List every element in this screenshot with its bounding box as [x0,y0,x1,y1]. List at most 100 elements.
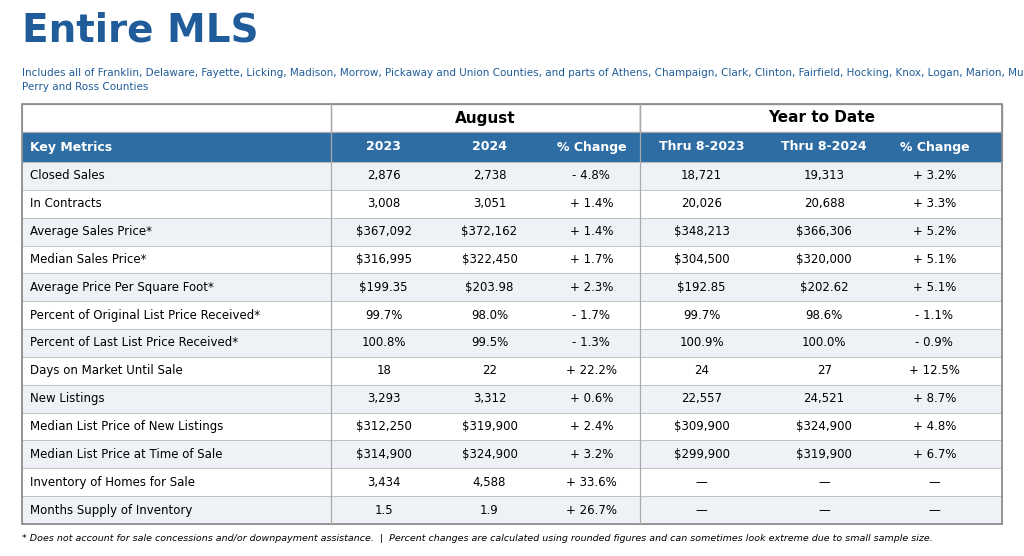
Text: % Change: % Change [557,141,627,153]
Text: + 3.2%: + 3.2% [912,170,956,182]
Bar [22,132,1002,162]
Text: $202.62: $202.62 [800,281,849,294]
Text: 3,312: 3,312 [473,392,506,405]
Bar [22,301,1002,329]
Text: - 1.3%: - 1.3% [572,336,610,350]
Bar [22,246,1002,274]
Text: Average Sales Price*: Average Sales Price* [30,225,152,238]
Bar [640,104,1002,132]
Bar [22,162,1002,190]
Bar [22,274,1002,301]
Text: 100.9%: 100.9% [679,336,724,350]
Bar [22,190,1002,218]
Text: 99.7%: 99.7% [365,309,402,322]
Text: 20,688: 20,688 [804,197,845,210]
Text: 20,026: 20,026 [681,197,722,210]
Text: 99.5%: 99.5% [471,336,508,350]
Text: + 0.6%: + 0.6% [569,392,613,405]
Text: —: — [818,476,830,489]
Text: 22: 22 [482,364,497,378]
Bar [22,104,1002,132]
Text: - 0.9%: - 0.9% [915,336,953,350]
Text: 3,293: 3,293 [367,392,400,405]
Text: Entire MLS: Entire MLS [22,12,259,50]
Text: 19,313: 19,313 [804,170,845,182]
Text: Median List Price of New Listings: Median List Price of New Listings [30,420,223,433]
Text: $299,900: $299,900 [674,448,730,461]
Text: $312,250: $312,250 [355,420,412,433]
Text: $366,306: $366,306 [797,225,852,238]
Text: + 5.2%: + 5.2% [912,225,956,238]
Text: In Contracts: In Contracts [30,197,101,210]
Text: 3,008: 3,008 [367,197,400,210]
Text: $309,900: $309,900 [674,420,729,433]
Text: - 1.7%: - 1.7% [572,309,610,322]
Text: 98.0%: 98.0% [471,309,508,322]
Text: * Does not account for sale concessions and/or downpayment assistance.  |  Perce: * Does not account for sale concessions … [22,534,933,543]
Text: + 22.2%: + 22.2% [566,364,616,378]
Text: + 2.4%: + 2.4% [569,420,613,433]
Bar [22,104,1002,524]
Text: $324,900: $324,900 [797,420,852,433]
Text: + 4.8%: + 4.8% [912,420,956,433]
Text: - 4.8%: - 4.8% [572,170,610,182]
Text: $319,900: $319,900 [462,420,517,433]
Text: —: — [695,476,708,489]
Text: $322,450: $322,450 [462,253,517,266]
Bar [22,468,1002,496]
Bar [22,440,1002,468]
Bar [22,329,1002,357]
Text: + 2.3%: + 2.3% [569,281,613,294]
Text: Average Price Per Square Foot*: Average Price Per Square Foot* [30,281,214,294]
Text: $367,092: $367,092 [355,225,412,238]
Text: Thru 8-2023: Thru 8-2023 [658,141,744,153]
Text: + 3.2%: + 3.2% [569,448,613,461]
Bar [22,413,1002,440]
Text: Thru 8-2024: Thru 8-2024 [781,141,867,153]
Text: + 33.6%: + 33.6% [566,476,616,489]
Text: August: August [456,111,516,126]
Text: 18: 18 [376,364,391,378]
Text: $314,900: $314,900 [355,448,412,461]
Text: 100.8%: 100.8% [361,336,406,350]
Text: + 1.4%: + 1.4% [569,225,613,238]
Text: 98.6%: 98.6% [806,309,843,322]
Text: $324,900: $324,900 [462,448,517,461]
Text: $304,500: $304,500 [674,253,729,266]
Text: 2,876: 2,876 [367,170,400,182]
Text: + 1.7%: + 1.7% [569,253,613,266]
Text: $316,995: $316,995 [355,253,412,266]
Text: $199.35: $199.35 [359,281,408,294]
Text: Closed Sales: Closed Sales [30,170,104,182]
Bar [22,357,1002,385]
Text: + 12.5%: + 12.5% [909,364,959,378]
Text: 18,721: 18,721 [681,170,722,182]
Text: + 6.7%: + 6.7% [912,448,956,461]
Text: $348,213: $348,213 [674,225,729,238]
Text: + 5.1%: + 5.1% [912,281,956,294]
Text: + 8.7%: + 8.7% [912,392,956,405]
Text: —: — [929,504,940,517]
Text: Median List Price at Time of Sale: Median List Price at Time of Sale [30,448,222,461]
Text: 3,434: 3,434 [367,476,400,489]
Text: —: — [929,476,940,489]
Text: % Change: % Change [899,141,969,153]
Text: 22,557: 22,557 [681,392,722,405]
Text: 1.5: 1.5 [375,504,393,517]
Text: 100.0%: 100.0% [802,336,847,350]
Text: Percent of Original List Price Received*: Percent of Original List Price Received* [30,309,260,322]
Text: 99.7%: 99.7% [683,309,720,322]
Text: + 1.4%: + 1.4% [569,197,613,210]
Text: $192.85: $192.85 [678,281,726,294]
Text: $319,900: $319,900 [797,448,852,461]
Text: New Listings: New Listings [30,392,104,405]
Text: 2023: 2023 [367,141,401,153]
Bar [331,104,640,132]
Text: 3,051: 3,051 [473,197,506,210]
Bar [22,385,1002,413]
Text: $372,162: $372,162 [462,225,517,238]
Text: + 26.7%: + 26.7% [566,504,616,517]
Text: 4,588: 4,588 [473,476,506,489]
Bar [22,496,1002,524]
Text: Includes all of Franklin, Delaware, Fayette, Licking, Madison, Morrow, Pickaway : Includes all of Franklin, Delaware, Faye… [22,68,1024,78]
